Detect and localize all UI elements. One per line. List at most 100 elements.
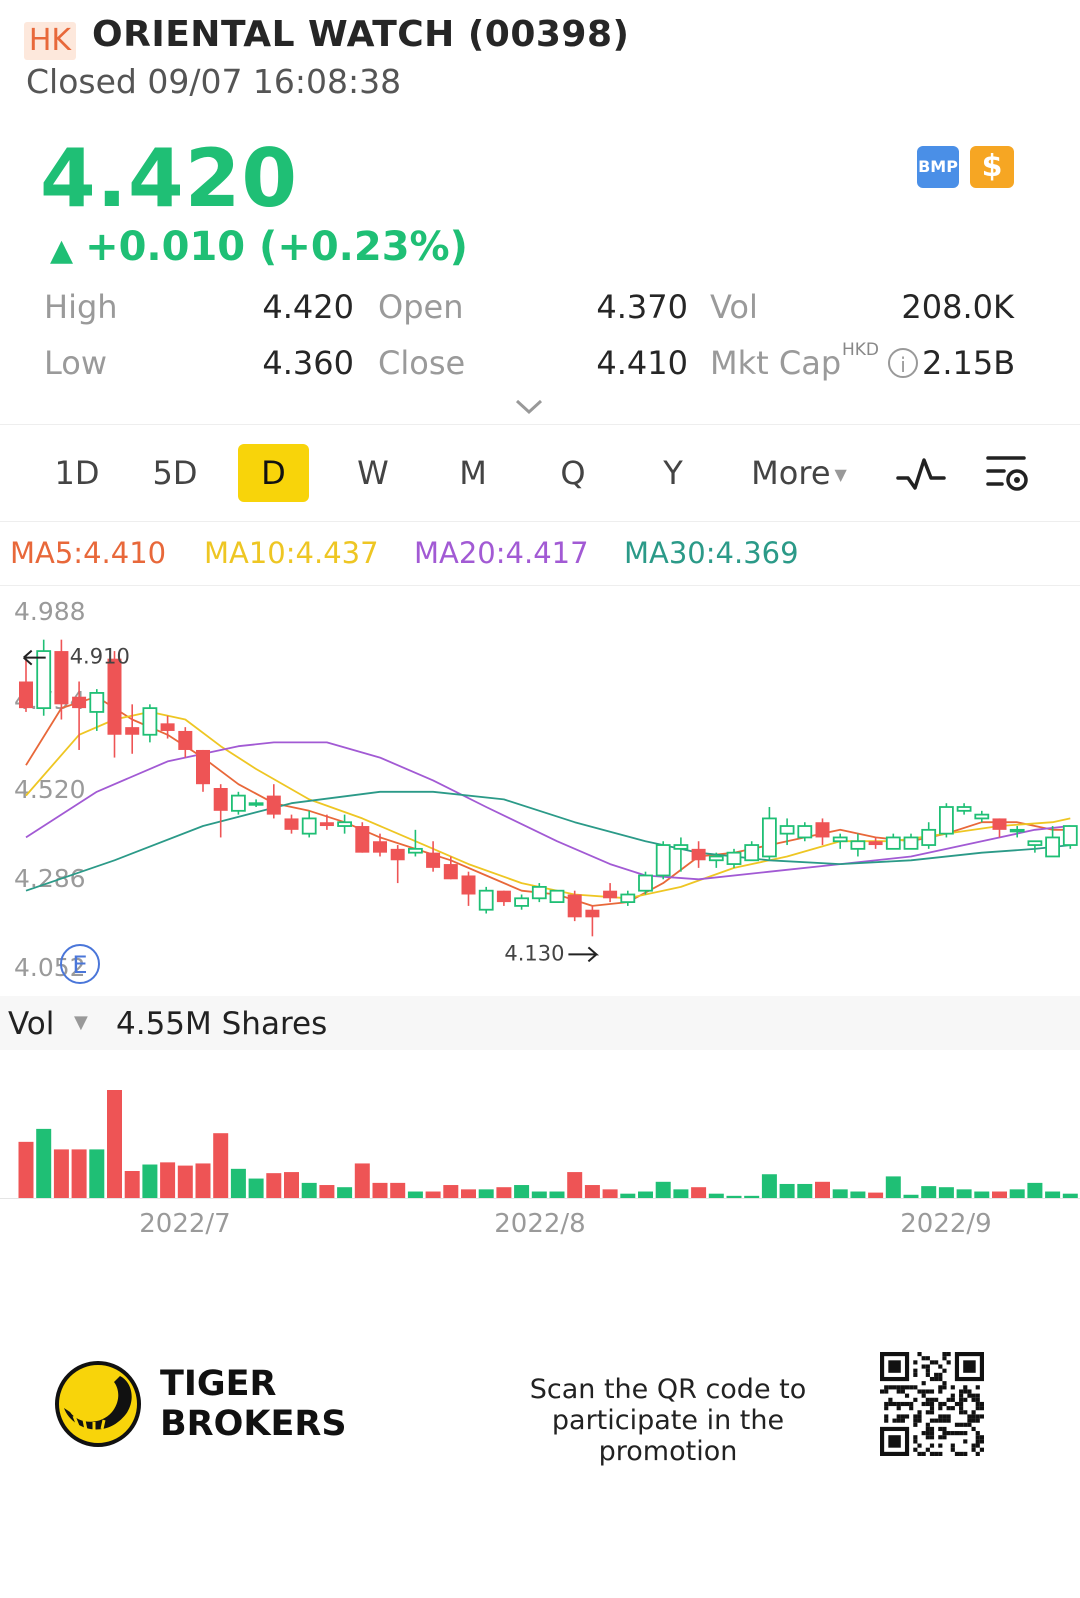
stat-open-label: Open bbox=[378, 288, 464, 326]
divider bbox=[0, 521, 1080, 522]
stat-close-label: Close bbox=[378, 344, 466, 382]
candle bbox=[708, 852, 724, 868]
qr-module bbox=[938, 1389, 943, 1394]
volume-bar bbox=[691, 1187, 707, 1198]
candle bbox=[461, 871, 476, 906]
qr-module bbox=[888, 1401, 893, 1407]
qr-module bbox=[946, 1431, 951, 1436]
candle bbox=[19, 658, 33, 712]
volume-bar bbox=[797, 1183, 813, 1198]
qr-module bbox=[929, 1418, 935, 1423]
qr-module bbox=[967, 1389, 972, 1394]
qr-module bbox=[938, 1401, 943, 1407]
volume-bar bbox=[18, 1141, 34, 1198]
qr-module bbox=[892, 1401, 897, 1407]
candle bbox=[868, 837, 883, 849]
candle bbox=[815, 818, 830, 846]
volume-bar bbox=[71, 1149, 87, 1198]
tab-1d[interactable]: 1D bbox=[54, 454, 100, 492]
volume-bar bbox=[124, 1171, 140, 1198]
candle-body bbox=[655, 844, 671, 877]
qr-module bbox=[913, 1418, 918, 1423]
caret-down-icon[interactable]: ▼ bbox=[74, 1012, 88, 1033]
candle bbox=[779, 818, 795, 846]
volume-bar bbox=[478, 1189, 494, 1198]
indicator-wave-icon[interactable] bbox=[896, 456, 946, 492]
qr-module bbox=[925, 1435, 930, 1440]
promo-line-2: participate in the promotion bbox=[551, 1405, 785, 1467]
bmp-badge[interactable]: BMP bbox=[917, 146, 959, 188]
qr-module bbox=[925, 1389, 930, 1394]
candle-body bbox=[1027, 840, 1043, 846]
candle-body bbox=[620, 893, 636, 904]
qr-module bbox=[921, 1389, 926, 1394]
dollar-badge[interactable]: $ bbox=[970, 146, 1014, 188]
qr-module bbox=[971, 1418, 976, 1423]
candle-body bbox=[478, 889, 494, 911]
candle-body bbox=[89, 692, 105, 713]
promo-text: Scan the QR code to participate in the p… bbox=[488, 1374, 848, 1467]
qr-module bbox=[938, 1364, 943, 1369]
tab-m[interactable]: M bbox=[459, 454, 487, 492]
qr-module bbox=[934, 1397, 939, 1402]
candle-body bbox=[443, 864, 458, 880]
tab-d[interactable]: D bbox=[238, 444, 309, 502]
candle bbox=[1062, 825, 1078, 849]
tab-more[interactable]: More ▼ bbox=[744, 444, 854, 502]
volume-bar bbox=[284, 1172, 299, 1198]
volume-bar bbox=[885, 1176, 901, 1198]
volume-chart[interactable]: 2022/7 2022/8 2022/9 bbox=[0, 1060, 1080, 1260]
qr-module bbox=[909, 1385, 914, 1390]
qr-code[interactable] bbox=[880, 1352, 984, 1456]
volume-bar bbox=[372, 1182, 388, 1198]
qr-module bbox=[925, 1401, 930, 1407]
volume-label[interactable]: Vol bbox=[8, 1006, 55, 1042]
chevron-down-icon[interactable] bbox=[514, 394, 544, 418]
candle-body bbox=[992, 818, 1007, 830]
candle bbox=[762, 807, 777, 861]
qr-module bbox=[950, 1393, 955, 1398]
ma30-legend: MA30:4.369 bbox=[624, 536, 799, 570]
candle bbox=[373, 833, 387, 857]
tab-y[interactable]: Y bbox=[663, 454, 683, 492]
candle bbox=[655, 841, 671, 880]
tab-q[interactable]: Q bbox=[560, 454, 586, 492]
stat-mktcap-value: 2.15B bbox=[922, 344, 1016, 382]
qr-module bbox=[971, 1393, 976, 1398]
tab-5d[interactable]: 5D bbox=[152, 454, 198, 492]
qr-module bbox=[971, 1410, 976, 1415]
volume-bar bbox=[53, 1149, 69, 1198]
qr-module bbox=[946, 1352, 951, 1357]
qr-module bbox=[925, 1410, 930, 1415]
qr-module bbox=[963, 1397, 968, 1402]
qr-module bbox=[942, 1368, 947, 1373]
candle-body bbox=[407, 847, 423, 854]
mktcap-currency: HKD bbox=[842, 340, 880, 360]
up-triangle-icon: ▲ bbox=[50, 233, 74, 268]
qr-module bbox=[909, 1401, 914, 1407]
y-tick-label: 4.286 bbox=[14, 864, 86, 893]
info-icon[interactable]: i bbox=[888, 348, 918, 378]
candle-body bbox=[355, 826, 370, 853]
qr-module bbox=[975, 1397, 980, 1402]
qr-module bbox=[913, 1414, 918, 1419]
volume-bar bbox=[1009, 1189, 1025, 1198]
qr-module bbox=[884, 1385, 889, 1390]
promo-line-1: Scan the QR code to bbox=[529, 1374, 807, 1405]
candle-body bbox=[213, 788, 228, 811]
qr-module bbox=[975, 1439, 980, 1444]
qr-module bbox=[975, 1414, 980, 1419]
qr-module bbox=[959, 1451, 964, 1456]
candle-body bbox=[337, 821, 353, 827]
stat-high-label: High bbox=[44, 288, 118, 326]
qr-module bbox=[913, 1422, 918, 1427]
candle bbox=[885, 833, 901, 850]
volume-value: 4.55M Shares bbox=[116, 1006, 328, 1042]
candle-body bbox=[107, 658, 122, 735]
qr-module bbox=[913, 1368, 918, 1373]
ma5-legend: MA5:4.410 bbox=[10, 536, 167, 570]
tab-w[interactable]: W bbox=[357, 454, 389, 492]
chart-settings-icon[interactable] bbox=[984, 450, 1032, 496]
candle-body bbox=[142, 707, 158, 736]
